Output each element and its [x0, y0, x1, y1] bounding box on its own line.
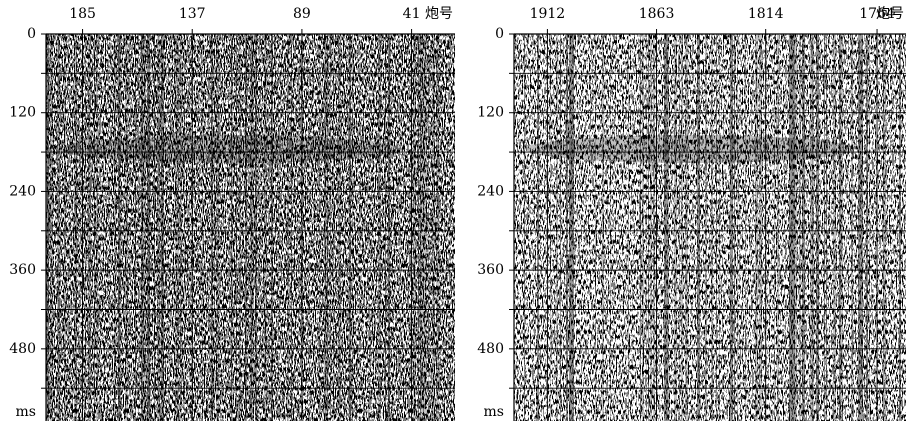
y-tick-label: 120 — [477, 105, 504, 121]
y-tick-label: 240 — [9, 183, 36, 199]
y-tick-label: 0 — [27, 26, 36, 42]
y-tick-label: 360 — [9, 262, 36, 278]
trace-texture — [46, 34, 455, 421]
x-tick-label: 1912 — [530, 6, 566, 22]
x-tick-label: 1764 — [859, 6, 895, 22]
x-axis-label: 炮号 — [876, 6, 904, 22]
x-tick-label: 1863 — [639, 6, 675, 22]
y-tick-label: 480 — [477, 341, 504, 357]
y-tick-label: 480 — [9, 341, 36, 357]
reflection-band — [58, 135, 403, 163]
reflection-band — [525, 135, 855, 163]
x-tick-label: 89 — [293, 6, 311, 22]
trace-texture — [514, 34, 906, 421]
y-tick-label: 120 — [9, 105, 36, 121]
x-tick-label: 137 — [179, 6, 206, 22]
x-tick-label: 41 — [403, 6, 421, 22]
y-tick-label: 360 — [477, 262, 504, 278]
x-tick-label: 185 — [69, 6, 96, 22]
x-tick-label: 1814 — [748, 6, 784, 22]
y-axis-label: ms — [484, 404, 504, 420]
x-axis-label: 炮号 — [425, 6, 453, 22]
y-tick-label: 240 — [477, 183, 504, 199]
y-axis-label: ms — [16, 404, 36, 420]
y-tick-label: 0 — [495, 26, 504, 42]
